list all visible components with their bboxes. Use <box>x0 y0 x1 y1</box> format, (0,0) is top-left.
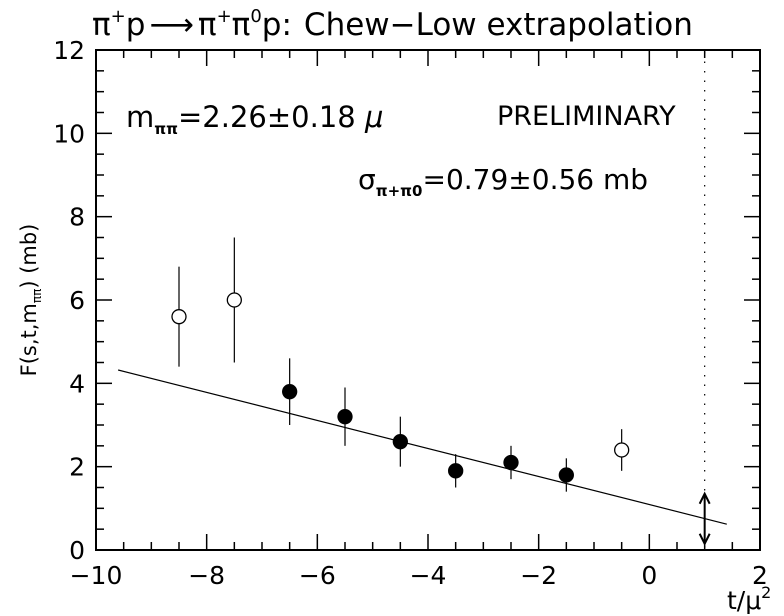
y-tick-label: 4 <box>69 369 85 398</box>
y-tick-label: 8 <box>69 203 85 232</box>
extrapolated-arrow-head-bottom <box>698 533 711 546</box>
x-tick-label: −8 <box>188 561 225 590</box>
mass-annotation: mππ=2.26±0.18 μ <box>126 100 383 138</box>
data-point-filled <box>392 434 408 450</box>
y-axis-label: F(s,t,mππ) (mb) <box>17 224 44 377</box>
preliminary-label: PRELIMINARY <box>497 101 676 132</box>
data-point-filled <box>558 467 574 483</box>
x-axis-label: t/μ2 <box>727 583 771 615</box>
x-tick-label: −10 <box>70 561 123 590</box>
x-tick-label: −4 <box>410 561 447 590</box>
plot-marks <box>117 52 727 548</box>
x-tick-label: 2 <box>752 561 768 590</box>
x-tick-label: 0 <box>641 561 657 590</box>
y-tick-label: 12 <box>53 36 85 65</box>
y-tick-label: 0 <box>69 536 85 565</box>
y-axis-ticks: 0 2 4 6 8 10 12 <box>53 36 760 565</box>
extrapolated-arrow-head-top <box>698 491 711 505</box>
sigma-annotation: σπ+π0=0.79±0.56 mb <box>358 163 648 200</box>
y-tick-label: 2 <box>69 453 85 482</box>
chart-title: π+p ⟶ π+π0p: Chew−Low extrapolation <box>92 6 693 43</box>
fit-line <box>117 369 727 525</box>
data-point-filled <box>448 463 464 479</box>
data-point-open <box>171 309 187 325</box>
data-point-filled <box>337 409 353 425</box>
x-tick-label: −6 <box>299 561 336 590</box>
x-axis-ticks: −10 −8 −6 −4 −2 0 2 <box>70 50 768 590</box>
data-point-open <box>226 292 242 308</box>
data-point-filled <box>503 454 519 471</box>
x-tick-label: −2 <box>520 561 557 590</box>
data-point-open <box>614 442 630 458</box>
y-tick-label: 6 <box>69 286 85 315</box>
data-point-filled <box>282 384 298 400</box>
y-tick-label: 10 <box>53 119 85 148</box>
